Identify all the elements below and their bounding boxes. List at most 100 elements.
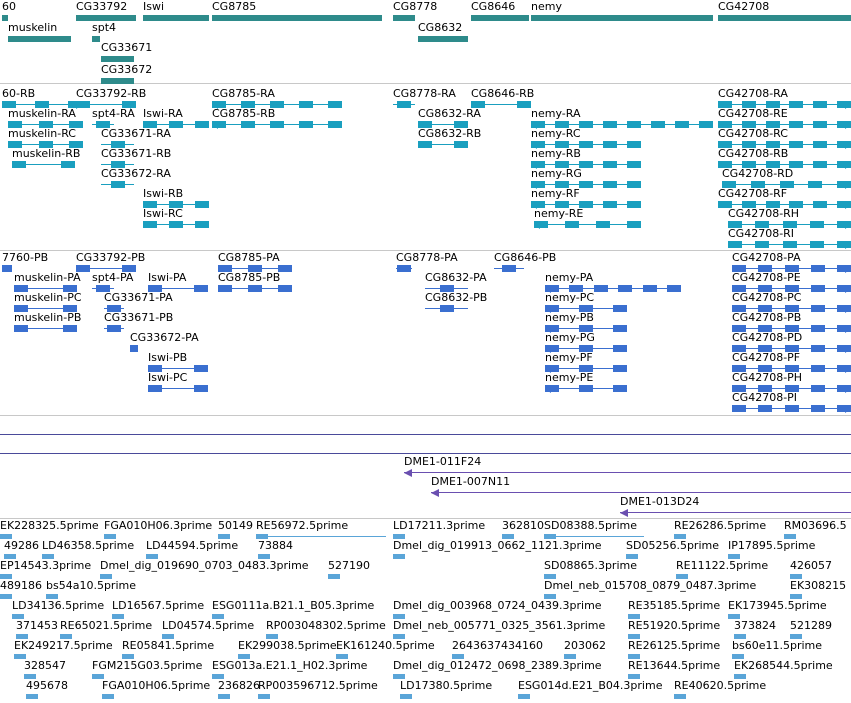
feature-est[interactable]: LD17380.5prime [400, 680, 492, 702]
feature-est[interactable]: bs54a10.5prime [46, 580, 136, 602]
feature-transcript[interactable]: CG42708-RE [718, 108, 851, 130]
feature-est[interactable]: 373824 [734, 620, 776, 642]
feature-gene[interactable]: CG8646 [471, 1, 529, 23]
feature-protein[interactable]: CG33671-PB [104, 312, 173, 334]
feature-protein[interactable]: CG42708-PH [732, 372, 851, 394]
feature-est[interactable]: Dmel_neb_005771_0325_3561.3prime [393, 620, 605, 642]
feature-transcript[interactable]: CG42708-RF [718, 188, 851, 210]
feature-est[interactable]: RE65021.5prime [60, 620, 152, 642]
feature-transcript[interactable]: Iswi-RC [143, 208, 209, 230]
feature-transcript[interactable]: spt4-RA [92, 108, 135, 130]
feature-est[interactable]: RP003596712.5prime [258, 680, 378, 702]
feature-est[interactable]: LD16567.5prime [112, 600, 204, 622]
feature-protein[interactable]: CG42708-PA [732, 252, 851, 274]
feature-gene[interactable]: CG42708 [718, 1, 851, 23]
feature-est[interactable]: FGA010H06.5prime [102, 680, 210, 702]
feature-transcript[interactable]: nemy-RE [534, 208, 641, 230]
feature-est[interactable]: bs60e11.5prime [732, 640, 822, 662]
feature-est[interactable]: Dmel_neb_015708_0879_0487.3prime [544, 580, 756, 602]
feature-gene[interactable]: Iswi [143, 1, 209, 23]
feature-gene[interactable]: CG8778 [393, 1, 437, 23]
feature-est[interactable]: RM03696.5 [784, 520, 847, 542]
feature-est[interactable]: FGM215G03.5prime [92, 660, 202, 682]
feature-est[interactable]: SD05256.5prime [626, 540, 719, 562]
feature-est[interactable]: 328547 [24, 660, 66, 682]
feature-est[interactable]: LD17211.3prime [393, 520, 485, 542]
feature-protein[interactable]: nemy-PG [545, 332, 627, 354]
feature-est[interactable]: 495678 [26, 680, 68, 702]
feature-gene[interactable]: CG8785 [212, 1, 382, 23]
feature-est[interactable]: EK228325.5prime [0, 520, 99, 542]
feature-protein[interactable]: CG42708-PE [732, 272, 851, 294]
feature-est[interactable]: EK161240.5prime [336, 640, 435, 662]
feature-est[interactable]: 489186 [0, 580, 42, 602]
feature-est[interactable]: Dmel_dig_019913_0662_1121.3prime [393, 540, 602, 562]
feature-est[interactable]: RP003048302.5prime [266, 620, 386, 642]
feature-protein[interactable]: muskelin-PA [14, 272, 81, 294]
feature-est[interactable]: 2643637434160 [452, 640, 543, 662]
feature-transcript[interactable]: muskelin-RC [8, 128, 83, 150]
feature-est[interactable]: EK249217.5prime [14, 640, 113, 662]
feature-transcript[interactable]: CG8778-RA [393, 88, 456, 110]
feature-transcript[interactable]: Iswi-RA [143, 108, 209, 130]
feature-est[interactable]: Dmel_dig_012472_0698_2389.3prime [393, 660, 602, 682]
feature-protein[interactable]: CG42708-PB [732, 312, 851, 334]
feature-est[interactable]: EK308215 [790, 580, 846, 602]
feature-est[interactable]: EK299038.5prime [238, 640, 337, 662]
feature-protein[interactable]: Iswi-PC [148, 372, 208, 394]
feature-protein[interactable]: CG8785-PB [218, 272, 292, 294]
feature-protein[interactable]: Iswi-PA [148, 272, 208, 294]
feature-gene[interactable]: CG8632 [418, 22, 468, 44]
feature-clone[interactable]: DME1-007N11 [431, 476, 851, 498]
feature-gene[interactable]: CG33671 [101, 42, 152, 64]
feature-est[interactable]: LD46358.5prime [42, 540, 134, 562]
feature-est[interactable]: LD04574.5prime [162, 620, 254, 642]
feature-transcript[interactable]: muskelin-RB [12, 148, 80, 170]
feature-gene[interactable]: CG33792 [76, 1, 136, 23]
feature-est[interactable]: RE35185.5prime [628, 600, 720, 622]
feature-protein[interactable]: muskelin-PC [14, 292, 82, 314]
feature-est[interactable]: RE40620.5prime [674, 680, 766, 702]
feature-est[interactable]: Dmel_dig_003968_0724_0439.3prime [393, 600, 602, 622]
feature-est[interactable]: EK173945.5prime [728, 600, 827, 622]
feature-est[interactable]: RE26125.5prime [628, 640, 720, 662]
feature-protein[interactable]: CG8646-PB [494, 252, 556, 274]
feature-est[interactable]: LD34136.5prime [12, 600, 104, 622]
feature-transcript[interactable]: CG42708-RC [718, 128, 851, 150]
feature-protein[interactable]: nemy-PA [545, 272, 681, 294]
feature-gene[interactable]: CG33672 [101, 64, 152, 86]
feature-protein[interactable]: muskelin-PB [14, 312, 81, 334]
feature-est[interactable]: RE05841.5prime [122, 640, 214, 662]
feature-transcript[interactable]: nemy-RC [531, 128, 641, 150]
feature-protein[interactable]: CG42708-PI [732, 392, 851, 414]
feature-gene[interactable]: muskelin [8, 22, 71, 44]
feature-protein[interactable]: CG42708-PC [732, 292, 851, 314]
feature-est[interactable]: 521289 [790, 620, 832, 642]
feature-gene[interactable]: nemy [531, 1, 713, 23]
feature-transcript[interactable]: CG8785-RA [212, 88, 342, 110]
feature-est[interactable]: ESG0111a.B21.1_B05.3prime [212, 600, 374, 622]
feature-transcript[interactable]: CG33671-RB [101, 148, 171, 170]
feature-protein[interactable]: CG42708-PF [732, 352, 851, 374]
feature-transcript[interactable]: CG42708-RA [718, 88, 851, 110]
feature-protein[interactable]: nemy-PF [545, 352, 627, 374]
feature-est[interactable]: SD08388.5prime [544, 520, 644, 542]
feature-est[interactable]: RE51920.5prime [628, 620, 720, 642]
feature-protein[interactable]: 7760-PB [2, 252, 48, 274]
feature-transcript[interactable]: nemy-RA [531, 108, 713, 130]
feature-est[interactable]: 203062 [564, 640, 606, 662]
feature-transcript[interactable]: nemy-RF [531, 188, 641, 210]
feature-transcript[interactable]: CG8646-RB [471, 88, 534, 110]
feature-transcript[interactable]: nemy-RG [531, 168, 641, 190]
feature-transcript[interactable]: CG42708-RB [718, 148, 851, 170]
feature-protein[interactable]: CG33792-PB [76, 252, 145, 274]
feature-transcript[interactable]: CG42708-RH [728, 208, 851, 230]
feature-est[interactable]: FGA010H06.3prime [104, 520, 212, 542]
feature-transcript[interactable]: CG8785-RB [212, 108, 342, 130]
feature-est[interactable]: 49286 [4, 540, 44, 562]
feature-protein[interactable]: nemy-PE [545, 372, 627, 394]
feature-transcript[interactable]: CG42708-RI [728, 228, 851, 250]
feature-transcript[interactable]: CG8632-RA [418, 108, 481, 130]
feature-transcript[interactable]: CG8632-RB [418, 128, 481, 150]
feature-est[interactable]: 236826 [218, 680, 260, 702]
